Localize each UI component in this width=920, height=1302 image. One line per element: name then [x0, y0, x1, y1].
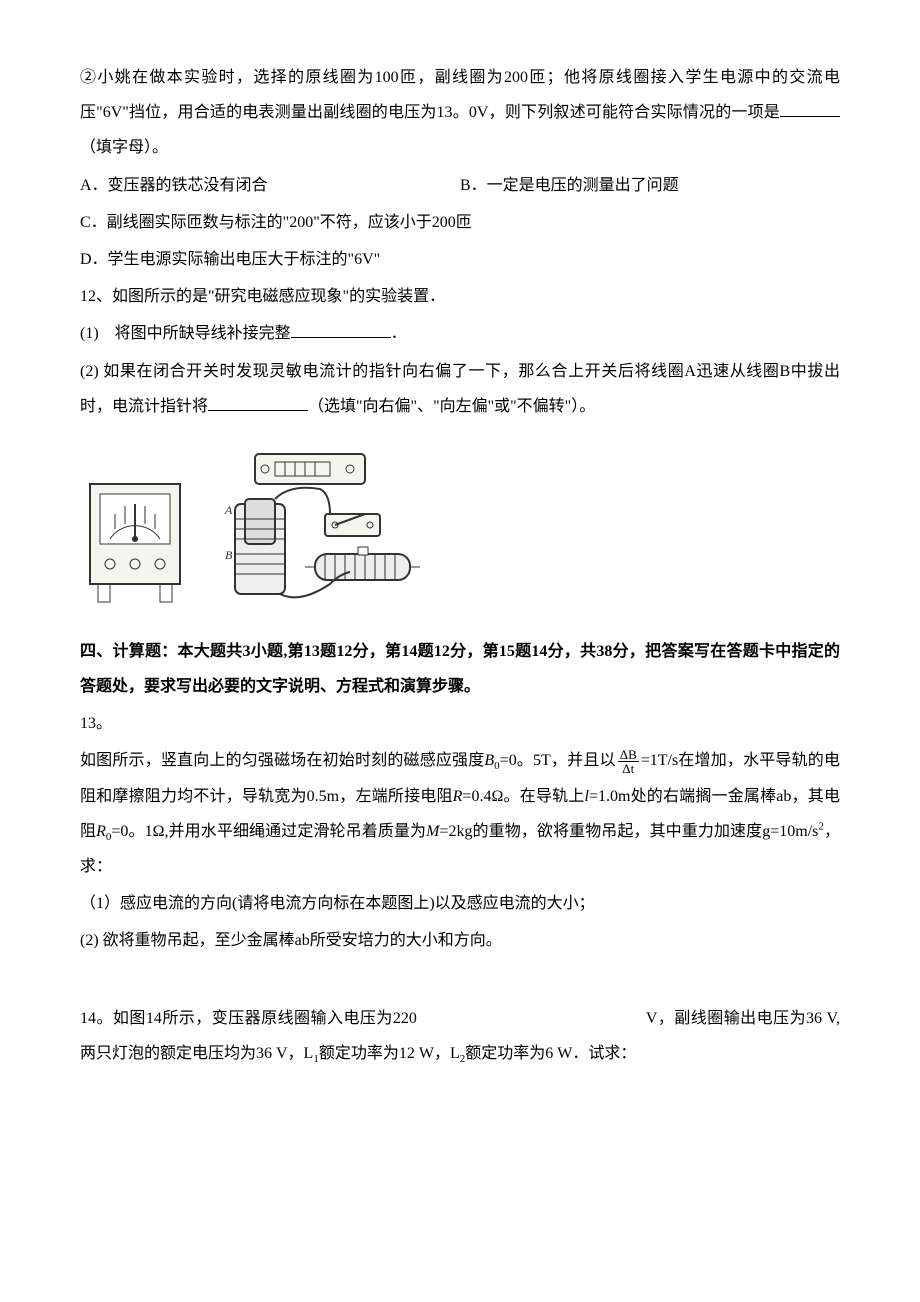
q12-intro: 12、如图所示的是"研究电磁感应现象"的实验装置．	[80, 279, 840, 314]
options-row-ab: A．变压器的铁芯没有闭合 B．一定是电压的测量出了问题	[80, 168, 840, 203]
q13-body: 如图所示，竖直向上的匀强磁场在初始时刻的磁感应强度B0=0。5T，并且以ΔBΔt…	[80, 743, 840, 884]
option-d: D．学生电源实际输出电压大于标注的"6V"	[80, 242, 840, 277]
svg-text:A: A	[224, 503, 233, 517]
q13-g: =2kg的重物，欲将重物吊起，其中重力加速度g=10m/s	[439, 823, 818, 840]
section-4-heading: 四、计算题：本大题共3小题,第13题12分，第14题12分，第15题14分，共3…	[80, 634, 840, 704]
q13-a: 如图所示，竖直向上的匀强磁场在初始时刻的磁感应强度	[80, 752, 484, 769]
q13-sub1: （1）感应电流的方向(请将电流方向标在本题图上)以及感应电流的大小；	[80, 886, 840, 921]
frac-den: Δt	[620, 762, 636, 775]
circuit-diagram-icon: A B	[80, 444, 440, 614]
q14-a: 14。如图14所示，变压器原线圈输入电压为220	[80, 1010, 417, 1027]
q13-b: =0。5T，并且以	[500, 752, 616, 769]
svg-text:B: B	[225, 548, 233, 562]
fraction-dBdt: ΔBΔt	[618, 748, 639, 775]
p1-text: ②小姚在做本实验时，选择的原线圈为100匝，副线圈为200匝；他将原线圈接入学生…	[80, 69, 840, 121]
q13-num: 13。	[80, 706, 840, 741]
option-c: C．副线圈实际匝数与标注的"200"不符，应该小于200匝	[80, 205, 840, 240]
q13-B0: B	[484, 752, 494, 769]
q13-d: =0.4Ω。在导轨上	[462, 788, 584, 805]
blank-3[interactable]	[208, 395, 308, 411]
q13-f: =0。1Ω,并用水平细绳通过定滑轮吊着质量为	[111, 823, 426, 840]
q12-1-tail: ．	[391, 325, 407, 342]
experiment-figure: A B	[80, 444, 840, 614]
q14-d: 额定功率为6 W．试求：	[465, 1045, 636, 1062]
option-a: A．变压器的铁芯没有闭合	[80, 168, 460, 203]
q13-R: R	[453, 788, 463, 805]
spacer	[80, 961, 840, 1001]
p1: ②小姚在做本实验时，选择的原线圈为100匝，副线圈为200匝；他将原线圈接入学生…	[80, 60, 840, 166]
blank-1[interactable]	[780, 101, 840, 117]
blank-2[interactable]	[291, 322, 391, 338]
q12-2-tail: （选填"向右偏"、"向左偏"或"不偏转"）。	[308, 398, 595, 415]
option-b: B．一定是电压的测量出了问题	[460, 168, 840, 203]
q12-1-pre: (1) 将图中所缺导线补接完整	[80, 325, 291, 342]
q13-sub2: (2) 欲将重物吊起，至少金属棒ab所受安培力的大小和方向。	[80, 923, 840, 958]
p1-tail: （填字母）。	[80, 139, 168, 156]
q12-1: (1) 将图中所缺导线补接完整 ．	[80, 316, 840, 351]
q14-body: 14。如图14所示，变压器原线圈输入电压为220 V，副线圈输出电压为36 V,…	[80, 1001, 840, 1071]
q14-c: 额定功率为12 W，L	[319, 1045, 460, 1062]
q13-M: M	[426, 823, 439, 840]
q13-R0: R	[96, 823, 106, 840]
frac-num: ΔB	[618, 748, 639, 762]
q12-2: (2) 如果在闭合开关时发现灵敏电流计的指针向右偏了一下，那么合上开关后将线圈A…	[80, 354, 840, 424]
